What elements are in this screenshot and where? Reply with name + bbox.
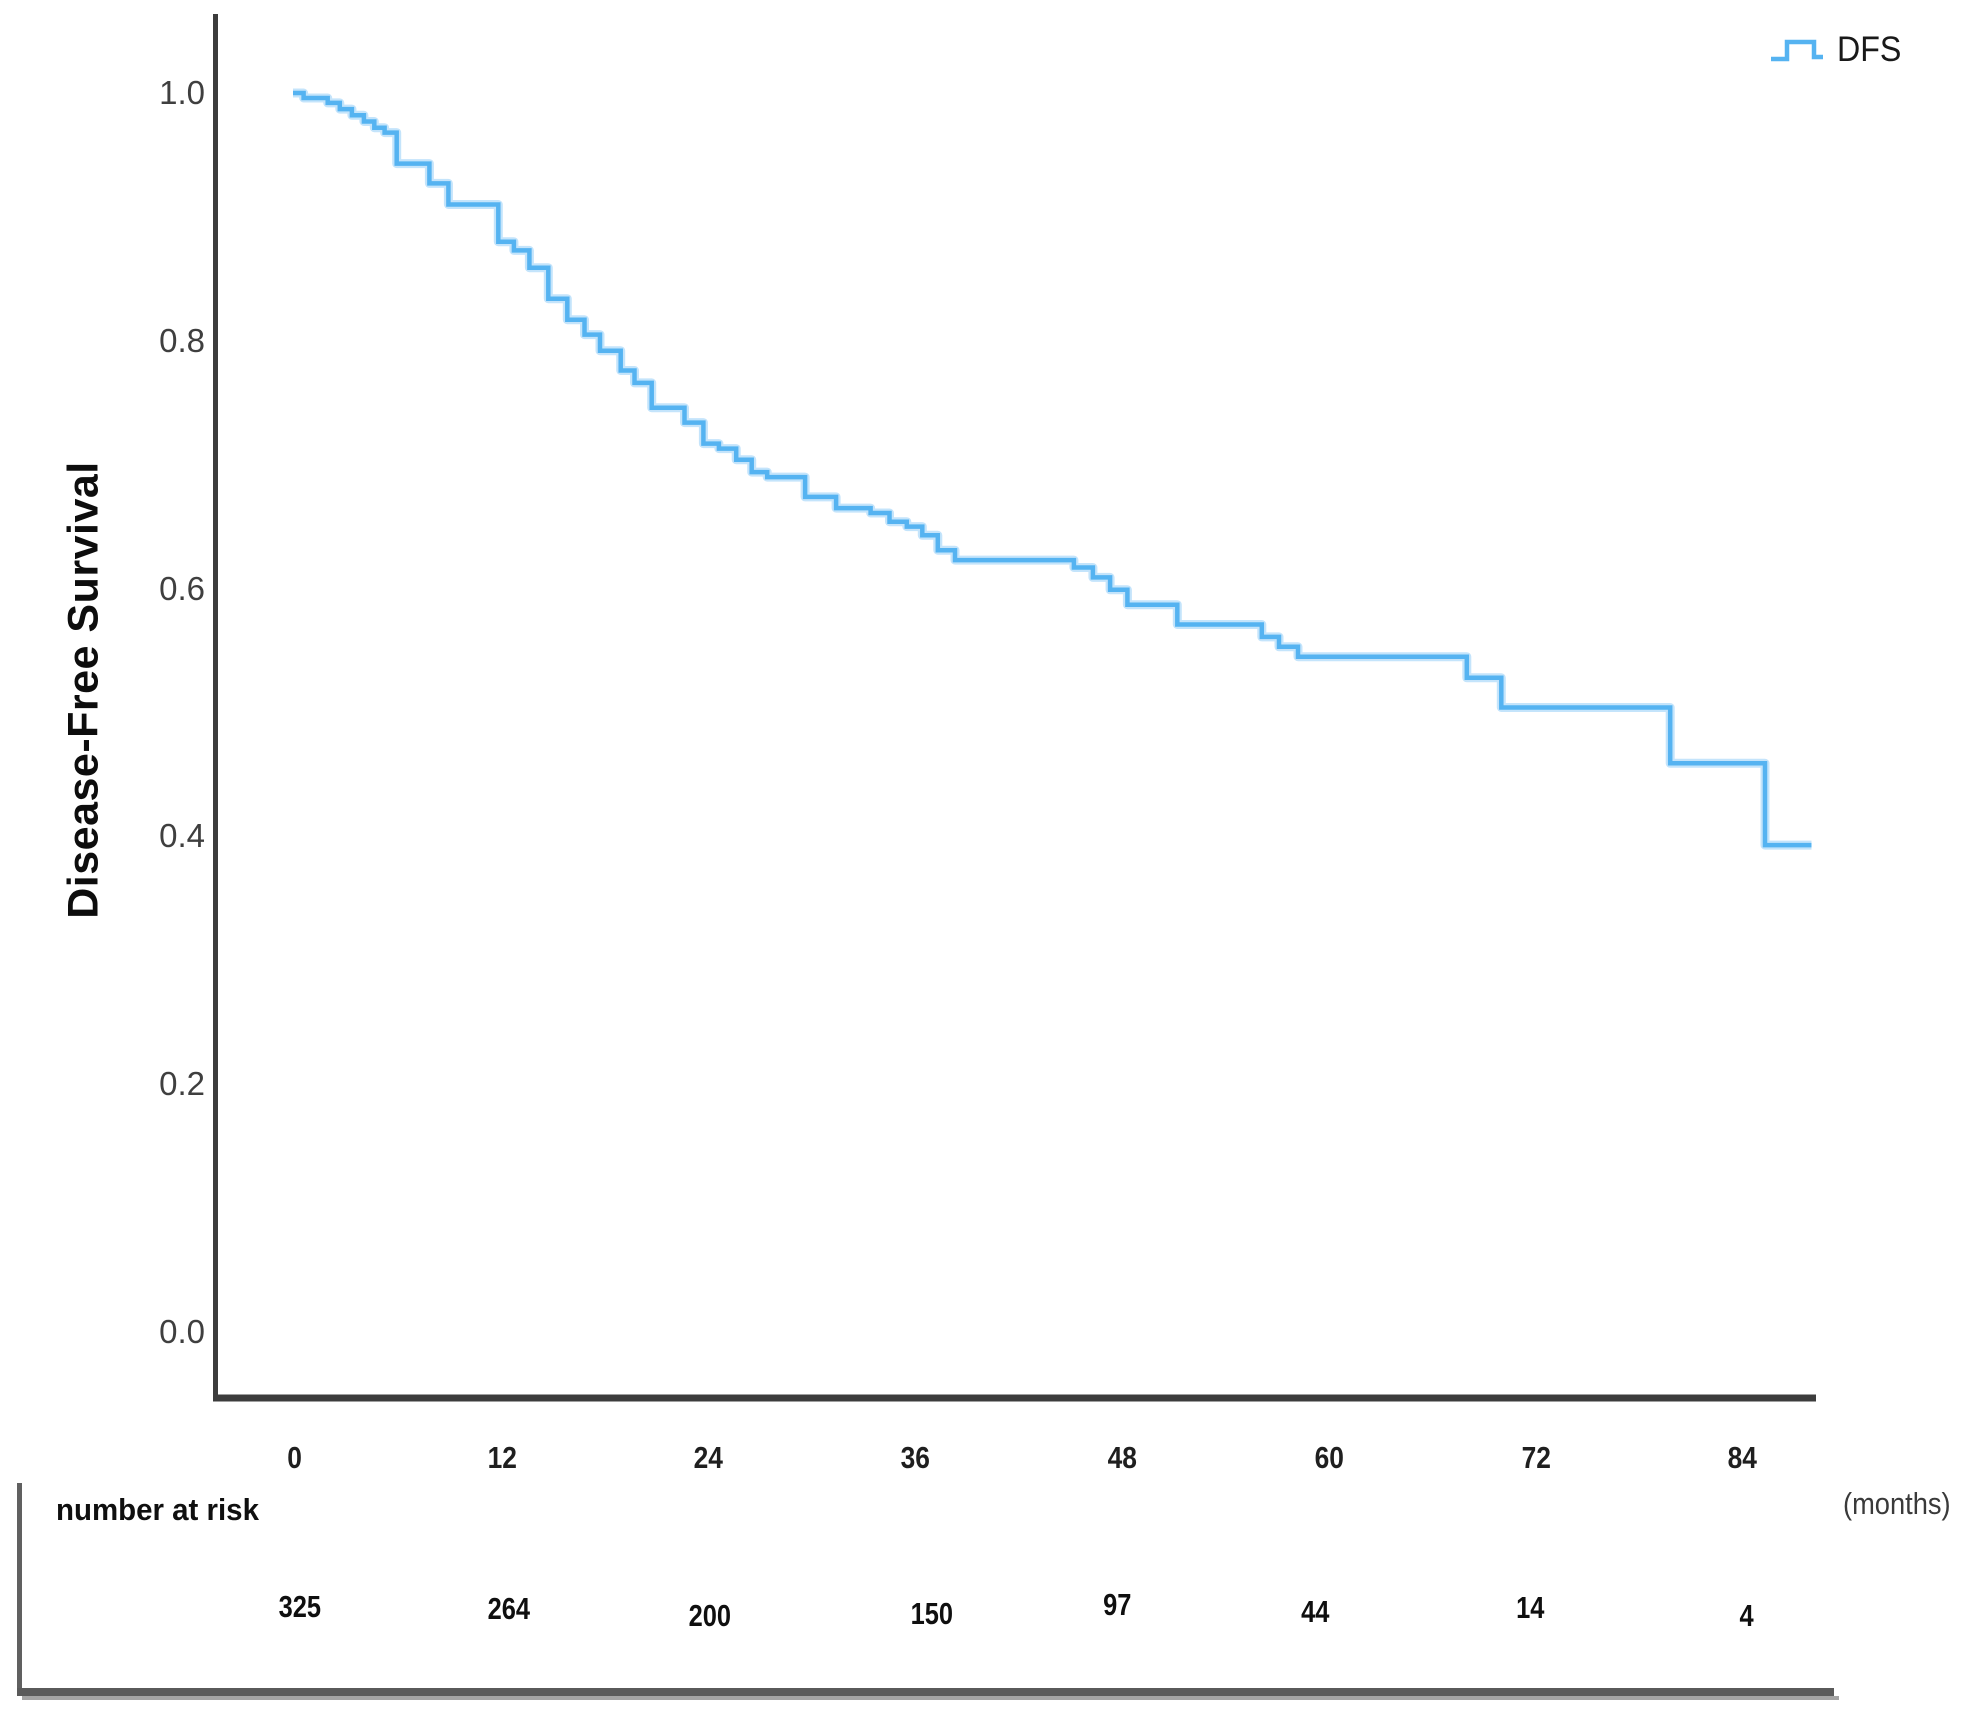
risk-count: 4	[1697, 1597, 1797, 1635]
y-tick-label: 0.0	[159, 1313, 205, 1350]
risk-count-text: 264	[487, 1591, 530, 1626]
risk-count: 325	[250, 1588, 350, 1626]
x-tick-label-text: 24	[693, 1440, 724, 1475]
risk-count-text: 97	[1103, 1587, 1132, 1622]
x-tick-label: 0	[250, 1440, 340, 1476]
x-tick-label-text: 84	[1727, 1440, 1758, 1475]
kaplan-meier-curve	[293, 90, 1812, 848]
risk-table-bottom-border	[17, 1688, 1834, 1696]
x-tick-label: 12	[457, 1440, 547, 1476]
x-tick-label: 36	[870, 1440, 960, 1476]
y-tick-label: 0.6	[159, 569, 205, 607]
risk-count-text: 200	[688, 1598, 731, 1633]
x-tick-label: 60	[1284, 1440, 1374, 1476]
risk-count-text: 4	[1739, 1598, 1754, 1633]
x-tick-label-text: 12	[487, 1440, 517, 1475]
risk-table-bottom-border-shadow	[22, 1696, 1839, 1700]
risk-count: 44	[1265, 1593, 1365, 1631]
x-tick-label-text: 60	[1314, 1440, 1344, 1475]
risk-count-text: 44	[1300, 1594, 1330, 1629]
legend: DFS	[1770, 28, 1907, 72]
x-tick-label: 72	[1491, 1440, 1581, 1476]
y-tick-label: 0.8	[159, 321, 205, 359]
risk-count-text: 150	[910, 1596, 953, 1631]
risk-count-text: 325	[278, 1589, 322, 1624]
x-tick-label-text: 72	[1521, 1440, 1551, 1475]
y-tick-label: 0.4	[159, 817, 205, 855]
kaplan-meier-curve-halo	[293, 88, 1812, 850]
risk-count: 200	[660, 1597, 760, 1635]
legend-line-icon	[1771, 39, 1823, 62]
y-tick-label: 1.0	[159, 74, 205, 111]
risk-count: 264	[459, 1590, 559, 1628]
x-tick-label-text: 36	[900, 1440, 931, 1475]
x-tick-label-text: 0	[287, 1440, 303, 1475]
x-tick-label-text: 48	[1107, 1440, 1137, 1475]
x-axis-unit-label: (months)	[1843, 1486, 1951, 1521]
risk-count-text: 14	[1515, 1590, 1544, 1625]
y-tick-label: 0.2	[159, 1065, 205, 1103]
x-tick-label: 84	[1698, 1440, 1788, 1476]
risk-count: 97	[1067, 1586, 1167, 1624]
risk-count: 150	[881, 1595, 981, 1633]
number-at-risk-title: number at risk	[56, 1492, 259, 1527]
legend-label: DFS	[1837, 30, 1902, 69]
risk-count: 14	[1480, 1589, 1580, 1627]
x-tick-label: 48	[1077, 1440, 1167, 1476]
risk-table-left-border	[17, 1483, 22, 1690]
x-tick-label: 24	[664, 1440, 754, 1476]
